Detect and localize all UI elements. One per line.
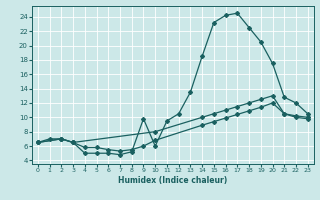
- X-axis label: Humidex (Indice chaleur): Humidex (Indice chaleur): [118, 176, 228, 185]
